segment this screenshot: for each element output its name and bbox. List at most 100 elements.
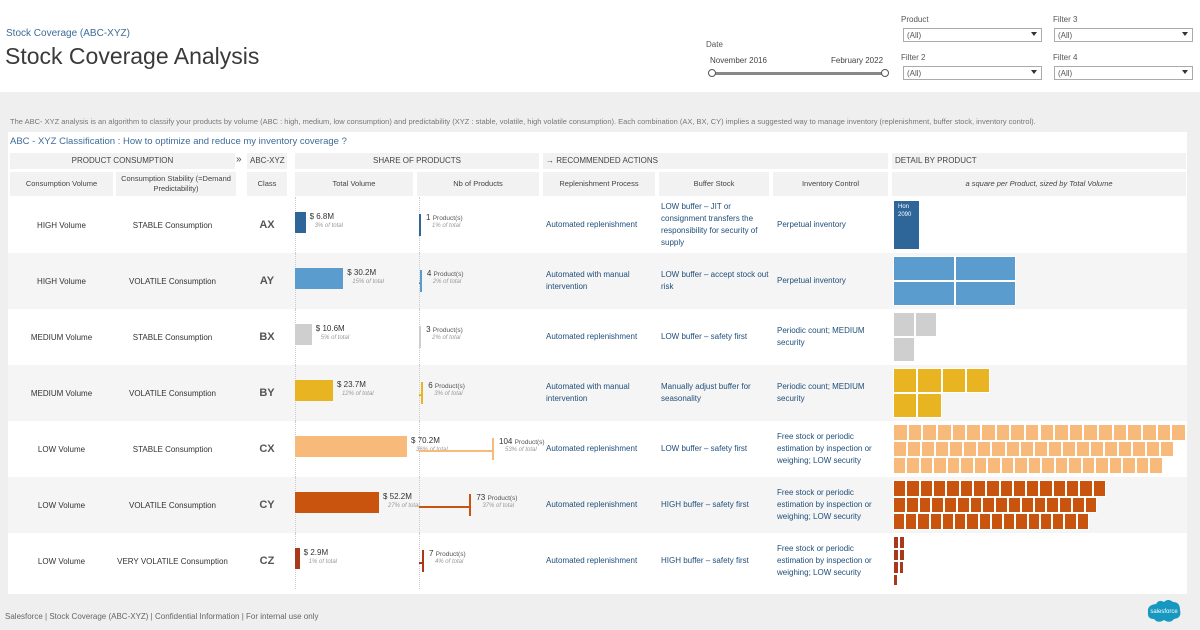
product-square[interactable] xyxy=(963,440,978,458)
product-square[interactable] xyxy=(959,480,973,497)
product-square[interactable] xyxy=(893,496,906,514)
product-square[interactable] xyxy=(1064,513,1077,530)
product-square[interactable] xyxy=(991,440,1006,458)
product-square[interactable] xyxy=(893,548,899,561)
product-square[interactable] xyxy=(946,457,961,474)
product-square[interactable] xyxy=(1012,480,1027,497)
product-square[interactable] xyxy=(966,513,979,530)
product-square[interactable] xyxy=(1010,424,1025,441)
product-square[interactable] xyxy=(907,440,922,458)
product-square[interactable] xyxy=(969,496,983,514)
product-square[interactable] xyxy=(1054,424,1069,441)
product-square[interactable] xyxy=(941,513,955,530)
product-square[interactable] xyxy=(1098,424,1113,441)
product-square[interactable] xyxy=(1047,440,1062,458)
product-square[interactable] xyxy=(1122,457,1136,474)
total-volume-bar[interactable] xyxy=(295,268,344,289)
product-square[interactable] xyxy=(893,480,907,497)
product-square[interactable] xyxy=(987,457,1001,474)
product-square[interactable] xyxy=(1118,440,1133,458)
product-square[interactable] xyxy=(1039,513,1053,530)
product-square[interactable] xyxy=(1171,424,1186,441)
product-square[interactable] xyxy=(921,440,936,458)
date-slider-end-handle[interactable] xyxy=(881,69,889,77)
product-square[interactable] xyxy=(906,457,920,474)
filter-4-select[interactable]: (All) xyxy=(1054,66,1193,80)
product-square[interactable] xyxy=(1083,424,1099,441)
product-square[interactable] xyxy=(990,513,1004,530)
product-square[interactable] xyxy=(1033,496,1047,514)
product-square[interactable] xyxy=(1000,457,1015,474)
product-square[interactable] xyxy=(931,496,945,514)
total-volume-bar[interactable] xyxy=(295,212,306,233)
table-row[interactable]: LOW Volume STABLE Consumption CX $ 70.2M… xyxy=(8,421,1187,477)
product-square[interactable] xyxy=(973,457,988,474)
product-square[interactable] xyxy=(1160,440,1175,458)
product-square[interactable] xyxy=(1027,513,1040,530)
product-square[interactable] xyxy=(960,457,974,474)
product-square[interactable] xyxy=(1142,424,1157,441)
product-square[interactable] xyxy=(1071,496,1085,514)
product-square[interactable] xyxy=(1020,496,1034,514)
product-square[interactable] xyxy=(986,480,1000,497)
table-row[interactable]: HIGH Volume VOLATILE Consumption AY $ 30… xyxy=(8,253,1187,309)
date-range-slider[interactable] xyxy=(712,72,885,75)
product-square[interactable] xyxy=(893,561,899,574)
product-square[interactable] xyxy=(918,496,932,514)
product-square[interactable] xyxy=(1039,424,1055,441)
product-square[interactable] xyxy=(935,440,950,458)
product-square[interactable] xyxy=(1024,424,1040,441)
product-square[interactable] xyxy=(917,393,942,418)
product-treemap[interactable] xyxy=(893,368,1183,418)
table-row[interactable]: LOW Volume VERY VOLATILE Consumption CZ … xyxy=(8,533,1187,589)
product-square[interactable] xyxy=(1026,480,1040,497)
product-square[interactable] xyxy=(1066,480,1080,497)
product-square[interactable] xyxy=(965,368,990,393)
product-square[interactable] xyxy=(1149,457,1163,474)
filter-2-select[interactable]: (All) xyxy=(903,66,1042,80)
table-row[interactable]: HIGH Volume STABLE Consumption AX $ 6.8M… xyxy=(8,197,1187,253)
product-square[interactable] xyxy=(917,368,942,393)
product-square[interactable] xyxy=(1033,440,1048,458)
table-row[interactable]: LOW Volume VOLATILE Consumption CY $ 52.… xyxy=(8,477,1187,533)
product-square[interactable] xyxy=(1041,457,1055,474)
product-square[interactable] xyxy=(1089,440,1104,458)
product-square[interactable] xyxy=(919,457,934,474)
nb-products-bar[interactable] xyxy=(419,506,472,508)
product-square[interactable] xyxy=(1008,496,1021,514)
product-square[interactable] xyxy=(893,281,955,306)
product-square[interactable] xyxy=(919,480,933,497)
product-square[interactable] xyxy=(1061,440,1076,458)
table-row[interactable]: MEDIUM Volume VOLATILE Consumption BY $ … xyxy=(8,365,1187,421)
product-square[interactable] xyxy=(972,480,987,497)
product-square[interactable] xyxy=(1015,513,1028,530)
product-square[interactable] xyxy=(949,440,964,458)
nb-products-bar[interactable] xyxy=(419,450,494,452)
product-treemap[interactable] xyxy=(893,536,1183,586)
date-slider-start-handle[interactable] xyxy=(708,69,716,77)
product-square[interactable] xyxy=(1132,440,1147,458)
total-volume-bar[interactable] xyxy=(295,492,379,513)
product-square[interactable] xyxy=(1156,424,1172,441)
product-treemap[interactable] xyxy=(893,424,1186,474)
product-square[interactable] xyxy=(1014,457,1028,474)
product-square[interactable] xyxy=(977,440,992,458)
product-square[interactable] xyxy=(1146,440,1161,458)
product-square[interactable] xyxy=(954,281,1016,306)
table-row[interactable]: MEDIUM Volume STABLE Consumption BX $ 10… xyxy=(8,309,1187,365)
product-square[interactable] xyxy=(893,573,899,586)
product-square[interactable] xyxy=(893,440,908,458)
product-square[interactable] xyxy=(1068,424,1084,441)
product-square[interactable] xyxy=(1052,480,1067,497)
product-treemap[interactable] xyxy=(893,312,1183,362)
product-square[interactable] xyxy=(893,337,915,362)
nb-products-bar[interactable] xyxy=(419,394,424,396)
product-square[interactable] xyxy=(1054,457,1069,474)
product-square[interactable] xyxy=(1135,457,1150,474)
product-square[interactable] xyxy=(898,561,905,574)
product-square[interactable] xyxy=(933,457,947,474)
product-treemap[interactable]: Hon 2090 xyxy=(893,200,1183,250)
product-square[interactable] xyxy=(898,548,905,561)
filter-3-select[interactable]: (All) xyxy=(1054,28,1193,42)
product-square[interactable] xyxy=(982,496,996,514)
